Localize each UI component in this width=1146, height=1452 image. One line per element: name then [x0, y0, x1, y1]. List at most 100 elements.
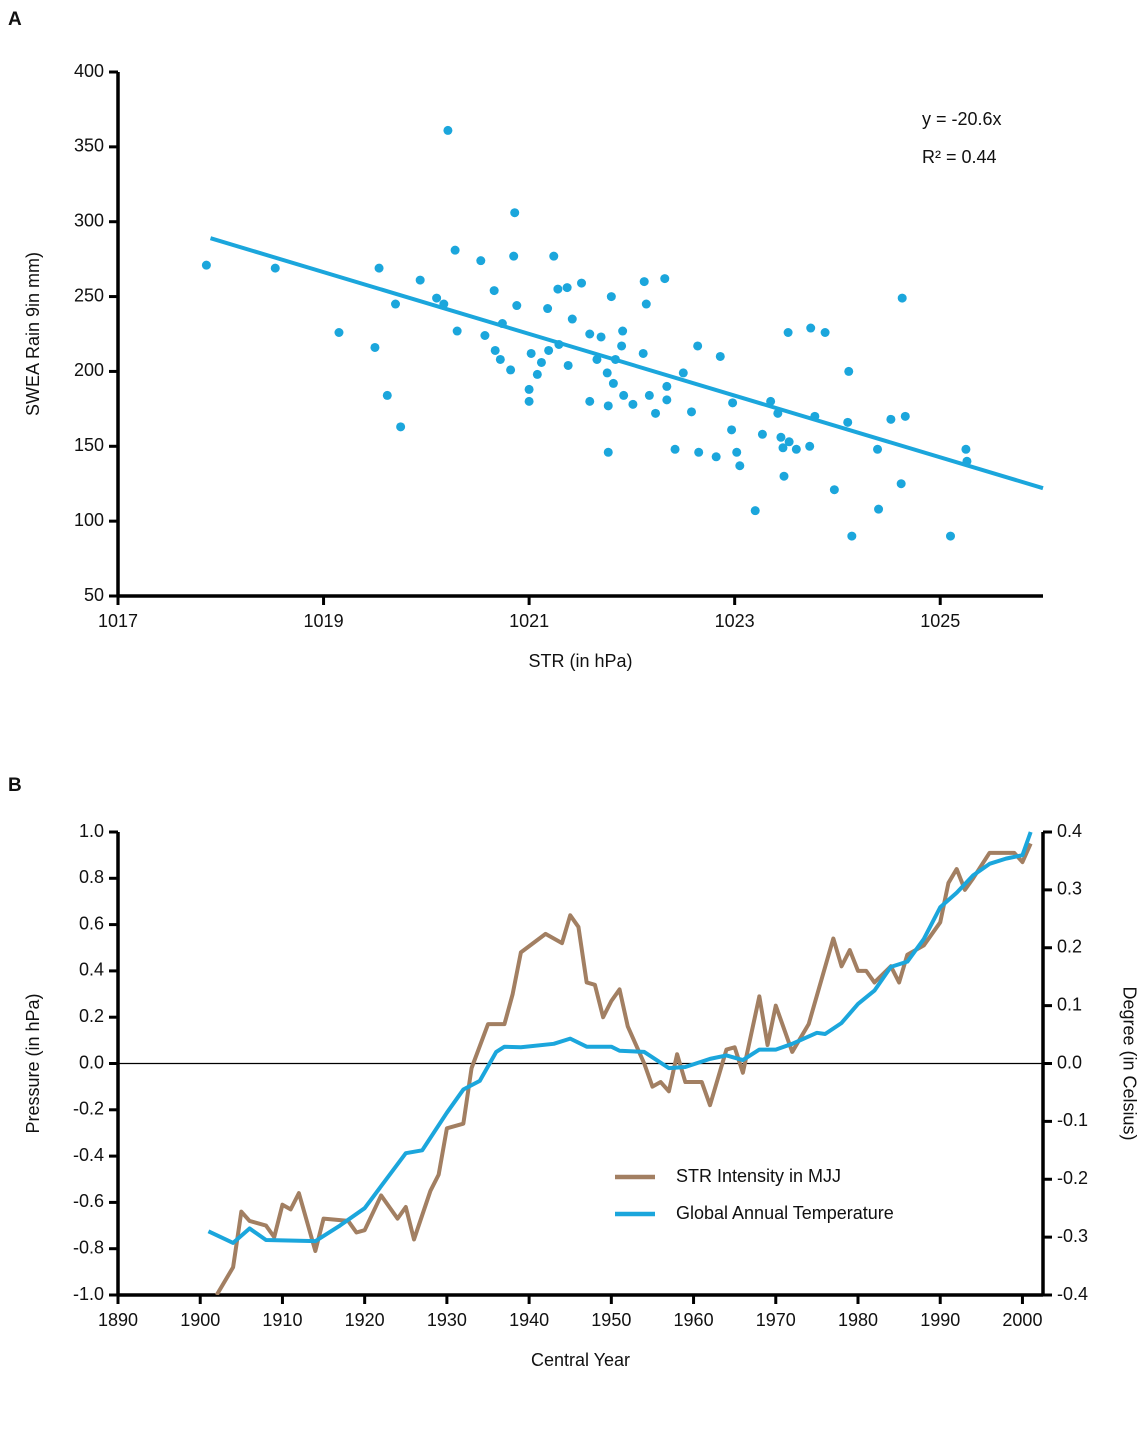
point — [201, 260, 211, 270]
x-tick-label: 1900 — [180, 1310, 220, 1330]
point — [549, 251, 559, 261]
x-tick-label: 1021 — [509, 611, 549, 631]
point — [506, 365, 516, 375]
point — [638, 348, 648, 358]
y-tick-label: 0.2 — [79, 1006, 104, 1026]
point — [536, 357, 546, 367]
point — [727, 425, 737, 435]
point — [270, 263, 280, 273]
point — [524, 396, 534, 406]
point — [735, 461, 745, 471]
annotation: y = -20.6x — [922, 109, 1002, 129]
point — [443, 125, 453, 135]
point — [526, 348, 536, 358]
point — [450, 245, 460, 255]
point — [805, 441, 815, 451]
point — [778, 443, 788, 453]
series-line — [207, 831, 1033, 1245]
point — [512, 301, 522, 311]
point — [553, 284, 563, 294]
x-tick-label: 1910 — [262, 1310, 302, 1330]
y-tick-label: 300 — [74, 210, 104, 230]
point — [628, 399, 638, 409]
point — [489, 286, 499, 296]
point — [567, 314, 577, 324]
point — [843, 417, 853, 427]
point — [544, 345, 554, 355]
point — [490, 345, 500, 355]
point — [715, 351, 725, 361]
x-tick-label: 1890 — [98, 1310, 138, 1330]
point — [886, 414, 896, 424]
point — [757, 429, 767, 439]
point — [619, 390, 629, 400]
point — [562, 283, 572, 293]
point — [670, 444, 680, 454]
point — [532, 369, 542, 379]
annotation: R² = 0.44 — [922, 147, 997, 167]
x-tick-label: 1025 — [920, 611, 960, 631]
point — [370, 342, 380, 352]
point — [639, 277, 649, 287]
point — [784, 437, 794, 447]
point — [603, 447, 613, 457]
point — [641, 299, 651, 309]
y2-tick-label: -0.2 — [1057, 1168, 1088, 1188]
y-tick-label: -0.2 — [73, 1099, 104, 1119]
y-tick-label: 1.0 — [79, 821, 104, 841]
point — [509, 251, 519, 261]
panel-label: A — [8, 9, 22, 30]
y-tick-label: 350 — [74, 136, 104, 156]
y2-tick-label: 0.0 — [1057, 1052, 1082, 1072]
point — [585, 396, 595, 406]
x-tick-label: 1950 — [591, 1310, 631, 1330]
point — [678, 368, 688, 378]
point — [961, 444, 971, 454]
y2-tick-label: 0.3 — [1057, 879, 1082, 899]
y-axis-label: SWEA Rain 9in mm) — [23, 252, 43, 416]
point — [750, 506, 760, 516]
point — [711, 452, 721, 462]
x-axis-label: STR (in hPa) — [528, 651, 632, 671]
point — [577, 278, 587, 288]
point — [776, 432, 786, 442]
point — [602, 368, 612, 378]
point — [732, 447, 742, 457]
point — [900, 411, 910, 421]
point — [693, 341, 703, 351]
point — [510, 208, 520, 218]
point — [779, 471, 789, 481]
point — [847, 531, 857, 541]
y2-tick-label: 0.4 — [1057, 821, 1082, 841]
x-tick-label: 2000 — [1002, 1310, 1042, 1330]
y-tick-label: 250 — [74, 285, 104, 305]
point — [396, 422, 406, 432]
point — [820, 328, 830, 338]
point — [873, 444, 883, 454]
point — [783, 328, 793, 338]
y-tick-label: 0.6 — [79, 913, 104, 933]
point — [563, 360, 573, 370]
y-tick-label: 0.0 — [79, 1052, 104, 1072]
x-tick-label: 1019 — [304, 611, 344, 631]
y-tick-label: -1.0 — [73, 1284, 104, 1304]
y-axis-label: Pressure (in hPa) — [23, 993, 43, 1133]
legend-label: STR Intensity in MJJ — [676, 1166, 841, 1186]
y2-tick-label: -0.4 — [1057, 1284, 1088, 1304]
point — [829, 485, 839, 495]
point — [874, 504, 884, 514]
point — [603, 401, 613, 411]
point — [791, 444, 801, 454]
legend-label: Global Annual Temperature — [676, 1203, 894, 1223]
point — [694, 447, 704, 457]
y2-tick-label: -0.3 — [1057, 1226, 1088, 1246]
y-tick-label: -0.6 — [73, 1191, 104, 1211]
x-tick-label: 1017 — [98, 611, 138, 631]
point — [662, 381, 672, 391]
point — [476, 256, 486, 266]
y2-tick-label: 0.1 — [1057, 994, 1082, 1014]
point — [644, 390, 654, 400]
y-tick-label: -0.8 — [73, 1237, 104, 1257]
x-tick-label: 1960 — [674, 1310, 714, 1330]
point — [896, 479, 906, 489]
